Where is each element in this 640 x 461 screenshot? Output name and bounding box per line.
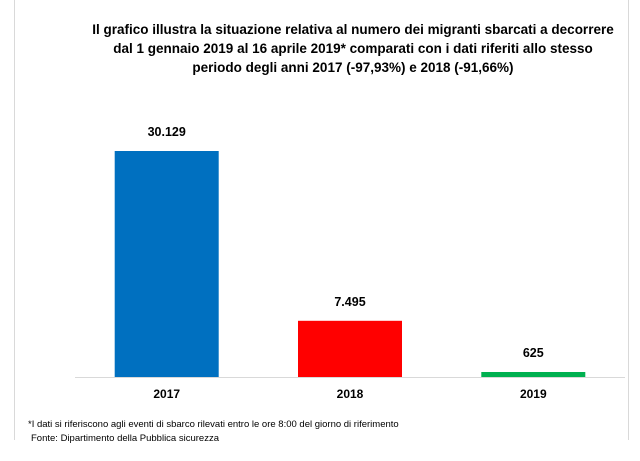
frame-border-right (628, 0, 629, 440)
chart-title: Il grafico illustra la situazione relati… (92, 22, 614, 75)
bar-2017 (114, 151, 219, 377)
frame-border-left (14, 0, 15, 440)
bar-2018 (298, 320, 402, 377)
data-label-2017: 30.129 (148, 125, 186, 139)
category-label-2018: 2018 (337, 387, 364, 401)
category-label-2017: 2017 (153, 387, 180, 401)
bar-2019 (481, 372, 586, 377)
data-label-2018: 7.495 (334, 295, 365, 309)
footnote: *I dati si riferiscono agli eventi di sb… (28, 419, 399, 430)
category-label-2019: 2019 (520, 387, 547, 401)
data-label-2019: 625 (523, 346, 544, 360)
source-note: Fonte: Dipartimento della Pubblica sicur… (31, 433, 219, 444)
